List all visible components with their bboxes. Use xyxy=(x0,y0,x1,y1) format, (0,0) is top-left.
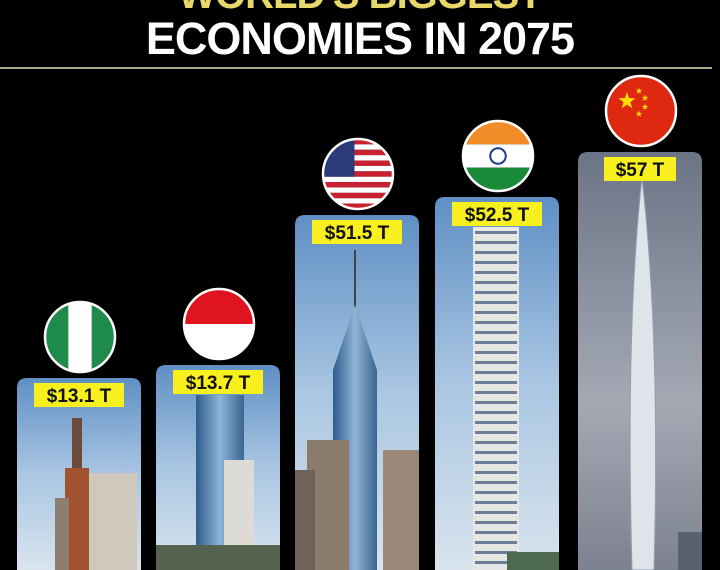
value-label: $13.7 T xyxy=(186,373,251,394)
value-label-box xyxy=(173,370,263,394)
value-label-box xyxy=(312,220,402,244)
bar xyxy=(156,365,280,570)
star-icon xyxy=(635,87,643,94)
flag-china-icon xyxy=(606,76,676,146)
flag-nigeria-icon xyxy=(45,302,115,372)
value-label-box xyxy=(452,202,542,226)
value-label-box xyxy=(604,157,676,181)
bar-group: $52.5 T xyxy=(435,119,559,570)
value-label: $13.1 T xyxy=(47,386,112,407)
bar-group: $13.7 T xyxy=(156,287,280,570)
value-label: $57 T xyxy=(616,160,665,181)
bar xyxy=(435,197,559,570)
title-divider xyxy=(0,67,712,69)
bar xyxy=(295,215,419,570)
bar-group: $51.5 T xyxy=(295,137,419,570)
value-label-box xyxy=(34,383,124,407)
star-icon xyxy=(635,110,643,117)
value-label: $51.5 T xyxy=(325,223,390,244)
bar xyxy=(17,378,141,570)
bar xyxy=(578,152,702,570)
value-label: $52.5 T xyxy=(465,205,530,226)
bar-group: $13.1 T xyxy=(17,300,141,570)
bar-group: $57 T xyxy=(578,74,702,570)
title-line-1: WORLD'S BIGGEST xyxy=(0,0,720,15)
star-icon xyxy=(641,103,649,110)
flag-united-states-icon xyxy=(323,139,393,209)
star-icon xyxy=(641,94,649,101)
star-icon xyxy=(618,92,636,109)
title-line-2: ECONOMIES IN 2075 xyxy=(145,13,575,64)
